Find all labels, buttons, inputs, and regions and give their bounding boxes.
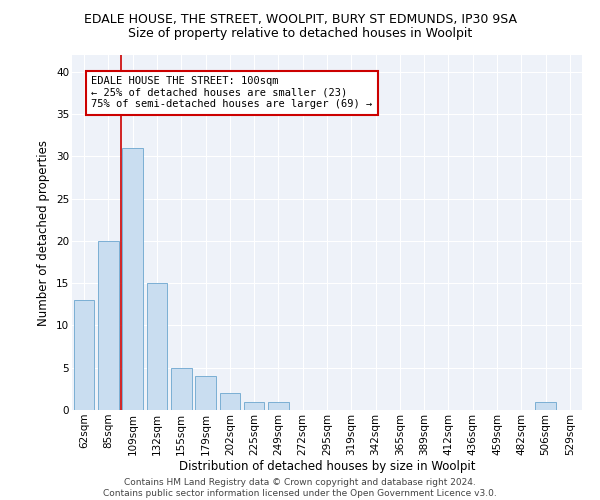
Text: Size of property relative to detached houses in Woolpit: Size of property relative to detached ho… bbox=[128, 28, 472, 40]
Text: EDALE HOUSE THE STREET: 100sqm
← 25% of detached houses are smaller (23)
75% of : EDALE HOUSE THE STREET: 100sqm ← 25% of … bbox=[91, 76, 373, 110]
Bar bbox=[98, 241, 119, 410]
Bar bbox=[171, 368, 191, 410]
Bar bbox=[122, 148, 143, 410]
Bar bbox=[146, 283, 167, 410]
Bar bbox=[220, 393, 240, 410]
X-axis label: Distribution of detached houses by size in Woolpit: Distribution of detached houses by size … bbox=[179, 460, 475, 473]
Bar bbox=[195, 376, 216, 410]
Bar bbox=[244, 402, 265, 410]
Y-axis label: Number of detached properties: Number of detached properties bbox=[37, 140, 50, 326]
Text: Contains HM Land Registry data © Crown copyright and database right 2024.
Contai: Contains HM Land Registry data © Crown c… bbox=[103, 478, 497, 498]
Bar bbox=[535, 402, 556, 410]
Text: EDALE HOUSE, THE STREET, WOOLPIT, BURY ST EDMUNDS, IP30 9SA: EDALE HOUSE, THE STREET, WOOLPIT, BURY S… bbox=[83, 12, 517, 26]
Bar bbox=[74, 300, 94, 410]
Bar bbox=[268, 402, 289, 410]
